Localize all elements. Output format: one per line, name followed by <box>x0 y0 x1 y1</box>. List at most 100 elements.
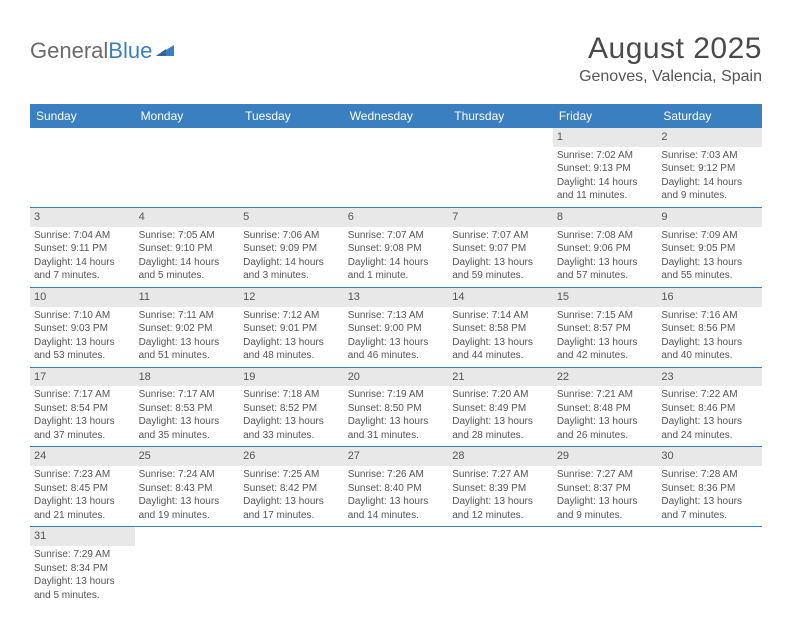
day-cell: 26 Sunrise: 7:25 AMSunset: 8:42 PMDayligh… <box>239 447 344 527</box>
day-cell: 12Sunrise: 7:12 AMSunset: 9:01 PMDayligh… <box>239 287 344 367</box>
day-info-line: and 59 minutes. <box>452 269 549 283</box>
day-cell: 14Sunrise: 7:14 AMSunset: 8:58 PMDayligh… <box>448 287 553 367</box>
day-info-line: and 40 minutes. <box>661 349 758 363</box>
day-cell: 13Sunrise: 7:13 AMSunset: 9:00 PMDayligh… <box>344 287 449 367</box>
day-number: 15 <box>553 288 658 307</box>
day-info-line: Daylight: 13 hours <box>34 575 131 589</box>
day-info-line: Daylight: 14 hours <box>34 256 131 270</box>
day-info-line: Sunset: 8:40 PM <box>348 482 445 496</box>
day-info-line: Sunset: 8:39 PM <box>452 482 549 496</box>
day-number: 18 <box>135 368 240 387</box>
weekday-header: Tuesday <box>239 104 344 128</box>
empty-cell <box>239 128 344 207</box>
day-info-line: Sunrise: 7:27 AM <box>557 468 654 482</box>
day-info-line: and 28 minutes. <box>452 429 549 443</box>
empty-cell <box>448 527 553 606</box>
day-number: 26 <box>239 447 344 466</box>
day-cell: 27Sunrise: 7:26 AMSunset: 8:40 PMDayligh… <box>344 447 449 527</box>
calendar-body: 1Sunrise: 7:02 AMSunset: 9:13 PMDaylight… <box>30 128 762 606</box>
day-info-line: Sunrise: 7:12 AM <box>243 309 340 323</box>
day-info-line: Sunrise: 7:15 AM <box>557 309 654 323</box>
day-info-line: Sunset: 8:46 PM <box>661 402 758 416</box>
day-info-line: and 46 minutes. <box>348 349 445 363</box>
day-number: 1 <box>553 128 658 147</box>
day-info-line: and 21 minutes. <box>34 509 131 523</box>
day-info-line: Daylight: 13 hours <box>139 336 236 350</box>
day-cell: 5Sunrise: 7:06 AMSunset: 9:09 PMDaylight… <box>239 207 344 287</box>
day-cell: 16Sunrise: 7:16 AMSunset: 8:56 PMDayligh… <box>657 287 762 367</box>
page: GeneralBlue August 2025 Genoves, Valenci… <box>0 0 792 626</box>
day-info-line: Sunrise: 7:27 AM <box>452 468 549 482</box>
day-info-line: Daylight: 13 hours <box>661 256 758 270</box>
day-number: 8 <box>553 208 658 227</box>
day-info-line: Daylight: 13 hours <box>243 415 340 429</box>
day-info-line: Daylight: 13 hours <box>557 495 654 509</box>
day-info-line: and 44 minutes. <box>452 349 549 363</box>
day-number: 30 <box>657 447 762 466</box>
day-info-line: Sunrise: 7:07 AM <box>452 229 549 243</box>
day-cell: 24Sunrise: 7:23 AMSunset: 8:45 PMDayligh… <box>30 447 135 527</box>
location: Genoves, Valencia, Spain <box>579 68 762 86</box>
empty-cell <box>657 527 762 606</box>
day-number: 31 <box>30 527 135 546</box>
day-info-line: Sunrise: 7:05 AM <box>139 229 236 243</box>
day-number: 16 <box>657 288 762 307</box>
day-info-line: Daylight: 13 hours <box>34 495 131 509</box>
day-info-line: Sunrise: 7:25 AM <box>243 468 340 482</box>
day-info-line: Sunset: 8:54 PM <box>34 402 131 416</box>
day-cell: 10Sunrise: 7:10 AMSunset: 9:03 PMDayligh… <box>30 287 135 367</box>
day-info-line: Sunrise: 7:07 AM <box>348 229 445 243</box>
day-info-line: and 7 minutes. <box>34 269 131 283</box>
day-info-line: Sunrise: 7:26 AM <box>348 468 445 482</box>
day-info-line: Sunrise: 7:29 AM <box>34 548 131 562</box>
day-info-line: Sunset: 9:10 PM <box>139 242 236 256</box>
day-info-line: Daylight: 13 hours <box>243 495 340 509</box>
day-info-line: Daylight: 13 hours <box>452 336 549 350</box>
day-info-line: Daylight: 13 hours <box>348 336 445 350</box>
day-info-line: Daylight: 13 hours <box>34 336 131 350</box>
day-info-line: and 19 minutes. <box>139 509 236 523</box>
day-number: 2 <box>657 128 762 147</box>
day-info-line: and 17 minutes. <box>243 509 340 523</box>
day-info-line: Sunset: 9:03 PM <box>34 322 131 336</box>
day-info-line: Sunset: 8:42 PM <box>243 482 340 496</box>
day-info-line: Sunset: 8:56 PM <box>661 322 758 336</box>
logo: GeneralBlue <box>30 38 178 64</box>
calendar-table: SundayMondayTuesdayWednesdayThursdayFrid… <box>30 104 762 606</box>
day-info-line: and 57 minutes. <box>557 269 654 283</box>
empty-cell <box>239 527 344 606</box>
day-info-line: Daylight: 13 hours <box>34 415 131 429</box>
empty-cell <box>344 128 449 207</box>
header: GeneralBlue August 2025 Genoves, Valenci… <box>30 32 762 86</box>
day-info-line: Sunset: 9:07 PM <box>452 242 549 256</box>
day-info-line: Daylight: 13 hours <box>139 495 236 509</box>
header-row: SundayMondayTuesdayWednesdayThursdayFrid… <box>30 104 762 128</box>
calendar-row: 3Sunrise: 7:04 AMSunset: 9:11 PMDaylight… <box>30 207 762 287</box>
day-info-line: Sunrise: 7:20 AM <box>452 388 549 402</box>
day-info-line: Sunrise: 7:17 AM <box>139 388 236 402</box>
day-cell: 17Sunrise: 7:17 AMSunset: 8:54 PMDayligh… <box>30 367 135 447</box>
day-info-line: Sunset: 9:13 PM <box>557 162 654 176</box>
day-number: 21 <box>448 368 553 387</box>
day-number: 4 <box>135 208 240 227</box>
day-info-line: Sunset: 8:36 PM <box>661 482 758 496</box>
calendar-row: 17Sunrise: 7:17 AMSunset: 8:54 PMDayligh… <box>30 367 762 447</box>
day-info-line: and 24 minutes. <box>661 429 758 443</box>
day-info-line: Sunset: 8:48 PM <box>557 402 654 416</box>
empty-cell <box>448 128 553 207</box>
day-info-line: and 26 minutes. <box>557 429 654 443</box>
day-info-line: Sunset: 9:02 PM <box>139 322 236 336</box>
day-info-line: Sunrise: 7:16 AM <box>661 309 758 323</box>
calendar-row: 10Sunrise: 7:10 AMSunset: 9:03 PMDayligh… <box>30 287 762 367</box>
calendar-row: 1Sunrise: 7:02 AMSunset: 9:13 PMDaylight… <box>30 128 762 207</box>
day-number: 28 <box>448 447 553 466</box>
empty-cell <box>30 128 135 207</box>
day-info-line: Daylight: 13 hours <box>452 495 549 509</box>
logo-text-2: Blue <box>108 38 152 64</box>
day-info-line: and 9 minutes. <box>661 189 758 203</box>
empty-cell <box>135 527 240 606</box>
day-info-line: Daylight: 13 hours <box>243 336 340 350</box>
day-info-line: and 53 minutes. <box>34 349 131 363</box>
day-info-line: Sunset: 8:58 PM <box>452 322 549 336</box>
day-info-line: Sunset: 8:53 PM <box>139 402 236 416</box>
